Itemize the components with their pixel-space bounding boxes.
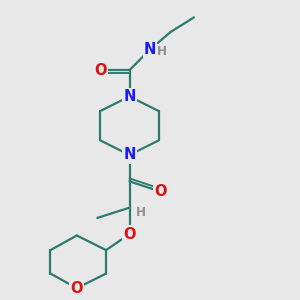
- Text: O: O: [123, 226, 136, 242]
- Text: O: O: [94, 63, 106, 78]
- Text: N: N: [144, 42, 156, 57]
- Text: N: N: [123, 148, 136, 163]
- Text: O: O: [70, 281, 83, 296]
- Text: H: H: [136, 206, 146, 220]
- Text: N: N: [123, 89, 136, 104]
- Text: H: H: [157, 45, 167, 58]
- Text: O: O: [154, 184, 167, 199]
